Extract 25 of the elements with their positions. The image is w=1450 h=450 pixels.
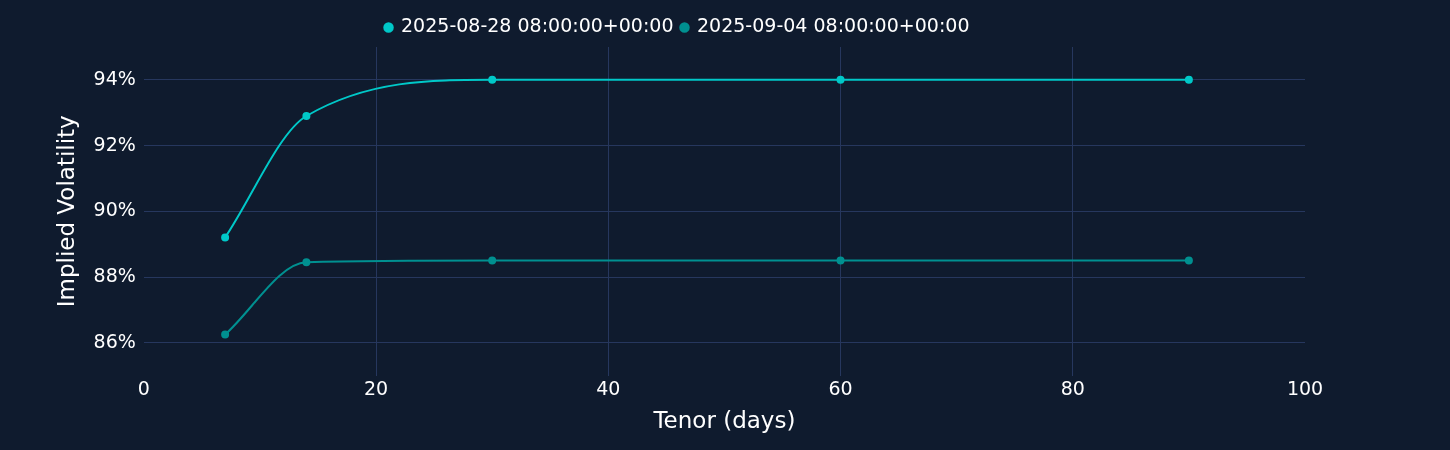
point xyxy=(1184,75,1193,84)
point xyxy=(221,233,230,242)
x-tick-label: 80 xyxy=(1060,376,1085,399)
point xyxy=(221,330,230,339)
y-tick-label: 90% xyxy=(93,198,136,221)
y-tick-label: 86% xyxy=(93,329,136,352)
point xyxy=(302,112,311,121)
x-tick-label: 60 xyxy=(828,376,853,399)
y-tick-label: 94% xyxy=(93,66,136,89)
x-tick-label: 40 xyxy=(596,376,621,399)
y-axis-title: Implied Volatility xyxy=(52,115,79,308)
point xyxy=(302,258,311,267)
legend-label: 2025-09-04 08:00:00+00:00 xyxy=(697,14,970,37)
x-tick-label: 0 xyxy=(137,376,150,399)
point xyxy=(836,75,845,84)
x-tick-label: 20 xyxy=(363,376,389,399)
y-tick-label: 88% xyxy=(93,263,136,286)
point xyxy=(1184,256,1193,265)
x-tick-label: 100 xyxy=(1286,376,1324,399)
x-axis-title: Tenor (days) xyxy=(652,407,796,434)
legend-label: 2025-08-28 08:00:00+00:00 xyxy=(401,14,674,37)
point xyxy=(488,256,497,265)
point xyxy=(488,75,497,84)
point xyxy=(836,256,845,265)
y-tick-label: 92% xyxy=(93,132,136,155)
